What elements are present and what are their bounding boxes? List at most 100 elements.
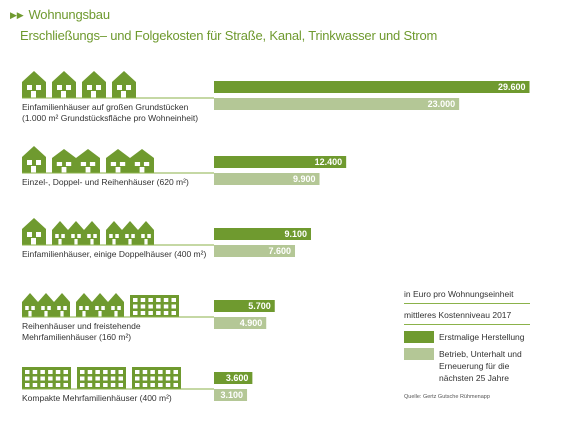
apartment-window (48, 383, 53, 387)
house-window (89, 162, 96, 166)
bar-first-construction (214, 372, 253, 384)
house-door (115, 167, 121, 173)
house-door (144, 239, 148, 245)
apartment-window (110, 383, 116, 387)
apartment-window (156, 298, 161, 302)
row-house-icon (68, 221, 84, 245)
house-window (65, 162, 72, 166)
apartment-window (163, 298, 169, 302)
source-note: Quelle: Gertz Gutsche Rühmenapp (404, 394, 490, 400)
row-house-icon (108, 293, 124, 317)
house-door (60, 311, 64, 317)
legend-divider (404, 303, 530, 304)
apartment-window (163, 304, 169, 309)
apartment-window (25, 383, 30, 387)
single-house-icon (22, 71, 46, 98)
house-window (36, 85, 41, 90)
apartment-window (103, 383, 108, 387)
house-window (27, 85, 32, 90)
apartment-window (173, 383, 178, 387)
apartment-window (118, 370, 123, 374)
apartment-window (165, 376, 171, 381)
house-door (91, 91, 96, 98)
apartment-window (150, 383, 155, 387)
house-window (25, 306, 29, 310)
category-label: Einfamilienhäuser auf großen Grundstücke… (22, 102, 189, 112)
house-door (114, 311, 118, 317)
row-house-icon (76, 293, 92, 317)
apartment-window (133, 304, 138, 309)
house-window (63, 306, 67, 310)
section-title-text: Wohnungsbau (28, 7, 110, 22)
double-house-icon (130, 149, 154, 173)
bar-operation (214, 98, 460, 110)
apartment-window (118, 383, 123, 387)
apartment-window (40, 383, 45, 387)
house-door (139, 167, 145, 173)
apartment-window (150, 376, 155, 381)
legend-swatch-light (404, 348, 434, 360)
apartment-window (40, 370, 45, 374)
house-window (71, 234, 75, 238)
house-window (27, 160, 32, 165)
bar-value-label: 7.600 (268, 246, 291, 256)
apartment-window (110, 370, 116, 374)
apartment-window (87, 376, 93, 381)
house-window (147, 234, 151, 238)
row-house-icon (122, 221, 138, 245)
legend-title: in Euro pro Wohnungseinheit (404, 289, 514, 299)
house-door (82, 311, 86, 317)
house-window (95, 306, 99, 310)
apartment-window (140, 304, 146, 309)
row-house-icon (138, 221, 154, 245)
house-window (31, 306, 35, 310)
bar-value-label: 9.100 (284, 229, 307, 239)
house-window (66, 85, 71, 90)
bar-value-label: 12.400 (315, 157, 343, 167)
category-label: Mehrfamilienhäuser (160 m²) (22, 332, 131, 342)
apartment-window (156, 311, 161, 315)
apartment-window (173, 370, 178, 374)
single-house-icon (112, 71, 136, 98)
double-house-icon (52, 149, 76, 173)
house-door (85, 167, 91, 173)
single-house-icon (82, 71, 106, 98)
bar-operation (214, 317, 267, 329)
bar-value-label: 23.000 (428, 99, 456, 109)
house-door (31, 238, 36, 245)
apartment-window (156, 304, 161, 309)
house-window (36, 160, 41, 165)
apartment-window (63, 370, 68, 374)
category-label: (1.000 m² Grundstücksfläche pro Wohneinh… (22, 113, 198, 123)
apartment-window (148, 304, 153, 309)
house-window (126, 85, 131, 90)
house-window (110, 162, 117, 166)
legend-label-line: Betrieb, Unterhalt und (439, 349, 522, 359)
apartment-window (171, 304, 176, 309)
house-door (61, 167, 67, 173)
category-label: Einzel-, Doppel- und Reihenhäuser (620 m… (22, 177, 189, 187)
apartment-window (142, 370, 148, 374)
apartment-window (148, 311, 153, 315)
house-window (96, 85, 101, 90)
house-window (93, 234, 97, 238)
category-label: Reihenhäuser und freistehende (22, 321, 141, 331)
apartment-window (80, 370, 85, 374)
house-window (117, 85, 122, 90)
bar-operation (214, 173, 320, 185)
double-house-icon (76, 149, 100, 173)
house-window (57, 306, 61, 310)
row-house-icon (106, 221, 122, 245)
apartment-window (25, 370, 30, 374)
apartment-window (171, 298, 176, 302)
house-door (31, 91, 36, 98)
category-label: Kompakte Mehrfamilienhäuser (400 m²) (22, 393, 172, 403)
house-door (31, 166, 36, 173)
single-house-icon (22, 218, 46, 245)
bar-operation (214, 245, 296, 257)
apartment-window (103, 376, 108, 381)
house-window (119, 162, 126, 166)
row-house-icon (92, 293, 108, 317)
house-window (27, 232, 32, 237)
apartment-window (163, 311, 169, 315)
